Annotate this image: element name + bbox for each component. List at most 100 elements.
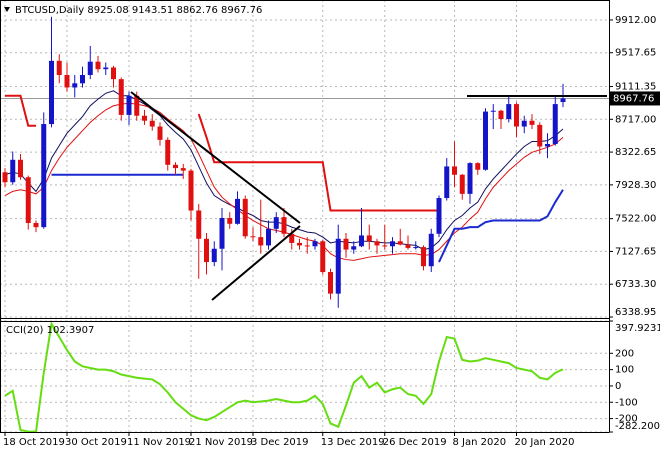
candle-body bbox=[351, 246, 357, 250]
chart-title: BTCUSD,Daily 8925.08 9143.51 8862.76 896… bbox=[15, 5, 262, 16]
candle-body bbox=[157, 126, 163, 140]
candle-body bbox=[483, 111, 488, 170]
candle-body bbox=[41, 124, 47, 228]
candle-body bbox=[134, 95, 140, 116]
x-tick-label: 11 Nov 2019 bbox=[127, 437, 191, 448]
overlay-line bbox=[51, 173, 564, 263]
candle-body bbox=[498, 110, 504, 120]
candle-body bbox=[196, 210, 202, 239]
menu-triangle bbox=[4, 7, 10, 12]
candle-body bbox=[452, 166, 457, 175]
plot-layer bbox=[0, 0, 609, 433]
candle-body bbox=[180, 168, 186, 171]
candle-body bbox=[266, 228, 271, 246]
x-tick-label: 30 Oct 2019 bbox=[65, 437, 127, 448]
candle-body bbox=[421, 247, 426, 267]
candle-body bbox=[521, 120, 527, 127]
candle-body bbox=[428, 233, 434, 267]
candle-body bbox=[25, 177, 31, 223]
y-tick-label: 6733.30 bbox=[615, 279, 656, 290]
x-tick-label: 13 Dec 2019 bbox=[321, 437, 385, 448]
candle-body bbox=[281, 217, 287, 234]
candle-body bbox=[2, 172, 8, 183]
candle-body bbox=[390, 241, 395, 247]
candle-body bbox=[126, 95, 132, 115]
candle-body bbox=[111, 67, 116, 80]
trendline bbox=[130, 91, 301, 224]
candle-body bbox=[87, 61, 93, 75]
candle-body bbox=[320, 241, 326, 273]
candle-body bbox=[10, 159, 16, 183]
candle-body bbox=[359, 235, 364, 247]
candle-body bbox=[444, 166, 450, 199]
candle-body bbox=[18, 159, 23, 178]
candle-body bbox=[33, 222, 39, 228]
candle-body bbox=[165, 139, 171, 165]
y-tick-label: 7127.65 bbox=[615, 246, 656, 257]
y-tick-label: -100 bbox=[615, 397, 638, 408]
y-tick-label: 9912.00 bbox=[615, 15, 656, 26]
last-price-box bbox=[610, 91, 660, 106]
candle-body bbox=[328, 272, 333, 294]
y-tick-label: 7522.00 bbox=[615, 214, 656, 225]
indicator-line bbox=[4, 321, 564, 433]
x-tick-label: 8 Jan 2020 bbox=[453, 437, 507, 448]
candle-body bbox=[142, 115, 147, 121]
candle-body bbox=[343, 238, 349, 250]
candle-body bbox=[56, 60, 62, 75]
candle-body bbox=[459, 174, 465, 194]
candle-body bbox=[304, 245, 310, 247]
candle-body bbox=[235, 198, 240, 224]
candle-body bbox=[289, 233, 295, 243]
y-tick-label: 8717.00 bbox=[615, 114, 656, 125]
y-tick-label: 9517.65 bbox=[615, 48, 656, 59]
trendline bbox=[211, 225, 301, 301]
indicator-title: CCI(20) 102.3907 bbox=[6, 325, 94, 336]
candle-body bbox=[258, 237, 264, 246]
candle-body bbox=[506, 104, 512, 120]
candle-body bbox=[537, 124, 543, 147]
candle-body bbox=[188, 170, 194, 211]
candle-body bbox=[560, 98, 566, 103]
candle-body bbox=[80, 74, 85, 84]
candle-body bbox=[514, 104, 519, 127]
overlay-line bbox=[5, 94, 439, 212]
candle-body bbox=[405, 244, 411, 248]
x-tick-label: 21 Nov 2019 bbox=[189, 437, 253, 448]
candle-body bbox=[413, 247, 419, 249]
y-tick-label: 397.9231 bbox=[615, 323, 660, 334]
candle-body bbox=[149, 120, 155, 127]
candle-body bbox=[475, 163, 481, 170]
candle-body bbox=[95, 61, 101, 70]
candle-body bbox=[374, 241, 380, 246]
candle-body bbox=[64, 74, 70, 88]
last-price-label: 8967.76 bbox=[613, 93, 654, 104]
candle-body bbox=[529, 120, 535, 125]
candle-body bbox=[490, 110, 496, 112]
x-tick-label: 26 Dec 2019 bbox=[383, 437, 447, 448]
candle-body bbox=[219, 217, 225, 249]
y-tick-label: -200 bbox=[615, 414, 638, 425]
candle-body bbox=[436, 198, 442, 234]
candle-body bbox=[72, 83, 78, 88]
y-tick-label: 100 bbox=[615, 365, 634, 376]
y-tick-label: 6338.95 bbox=[615, 307, 656, 318]
candle-body bbox=[335, 238, 341, 294]
x-tick-label: 18 Oct 2019 bbox=[3, 437, 65, 448]
candle-body bbox=[211, 248, 217, 263]
candle-body bbox=[382, 245, 388, 247]
y-tick-label: 0 bbox=[615, 381, 621, 392]
candle-body bbox=[118, 79, 124, 115]
y-tick-label: 200 bbox=[615, 348, 634, 359]
y-tick-label: -282.2003 bbox=[615, 421, 660, 432]
candle-body bbox=[49, 60, 54, 125]
candle-body bbox=[467, 163, 473, 194]
candle-body bbox=[250, 236, 256, 238]
candle-body bbox=[297, 242, 302, 246]
y-tick-label: 7928.30 bbox=[615, 180, 656, 191]
candle-body bbox=[227, 217, 233, 224]
candle-body bbox=[366, 235, 372, 242]
candle-body bbox=[204, 238, 209, 263]
candle-body bbox=[273, 217, 279, 229]
